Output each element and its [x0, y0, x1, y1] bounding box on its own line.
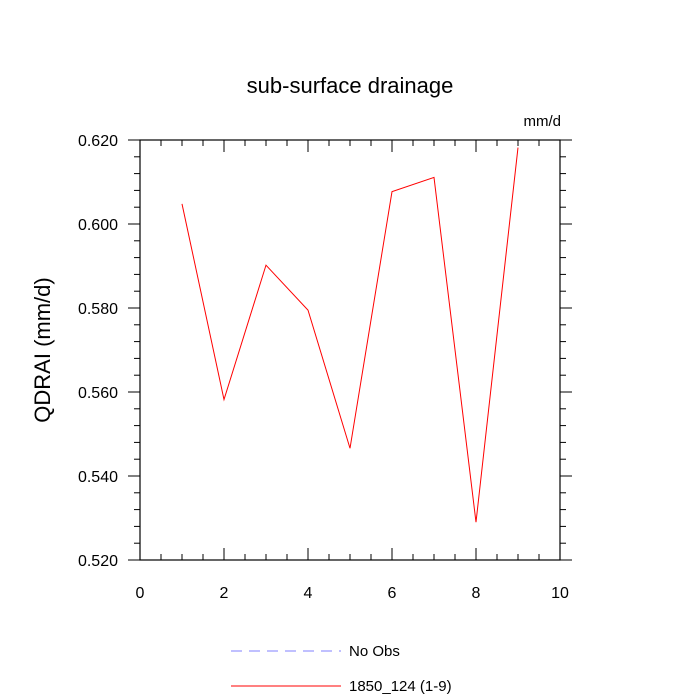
y-axis: 0.520 0.540 0.560 0.580 0.600 0.620: [78, 133, 572, 570]
y-tick-label: 0.600: [78, 217, 118, 234]
y-axis-label: QDRAI (mm/d): [30, 277, 55, 422]
x-tick-label: 0: [136, 585, 145, 602]
series-layer: [181, 147, 519, 523]
x-tick-label: 4: [304, 585, 313, 602]
x-tick-label: 6: [388, 585, 397, 602]
units-label: mm/d: [524, 113, 562, 130]
x-tick-label: 8: [472, 585, 481, 602]
x-axis: 0 2 4 6 8 10: [136, 140, 569, 602]
series-line: [181, 147, 519, 523]
y-tick-label: 0.520: [78, 553, 118, 570]
chart-title: sub-surface drainage: [247, 73, 454, 98]
plot-frame: [139, 139, 561, 561]
legend-label: 1850_124 (1-9): [349, 678, 452, 695]
y-tick-label: 0.580: [78, 301, 118, 318]
legend: No Obs 1850_124 (1-9): [231, 643, 452, 695]
x-tick-label: 2: [220, 585, 229, 602]
y-tick-label: 0.560: [78, 385, 118, 402]
x-tick-label: 10: [551, 585, 569, 602]
y-tick-label: 0.540: [78, 469, 118, 486]
y-tick-label: 0.620: [78, 133, 118, 150]
legend-label: No Obs: [349, 643, 400, 660]
